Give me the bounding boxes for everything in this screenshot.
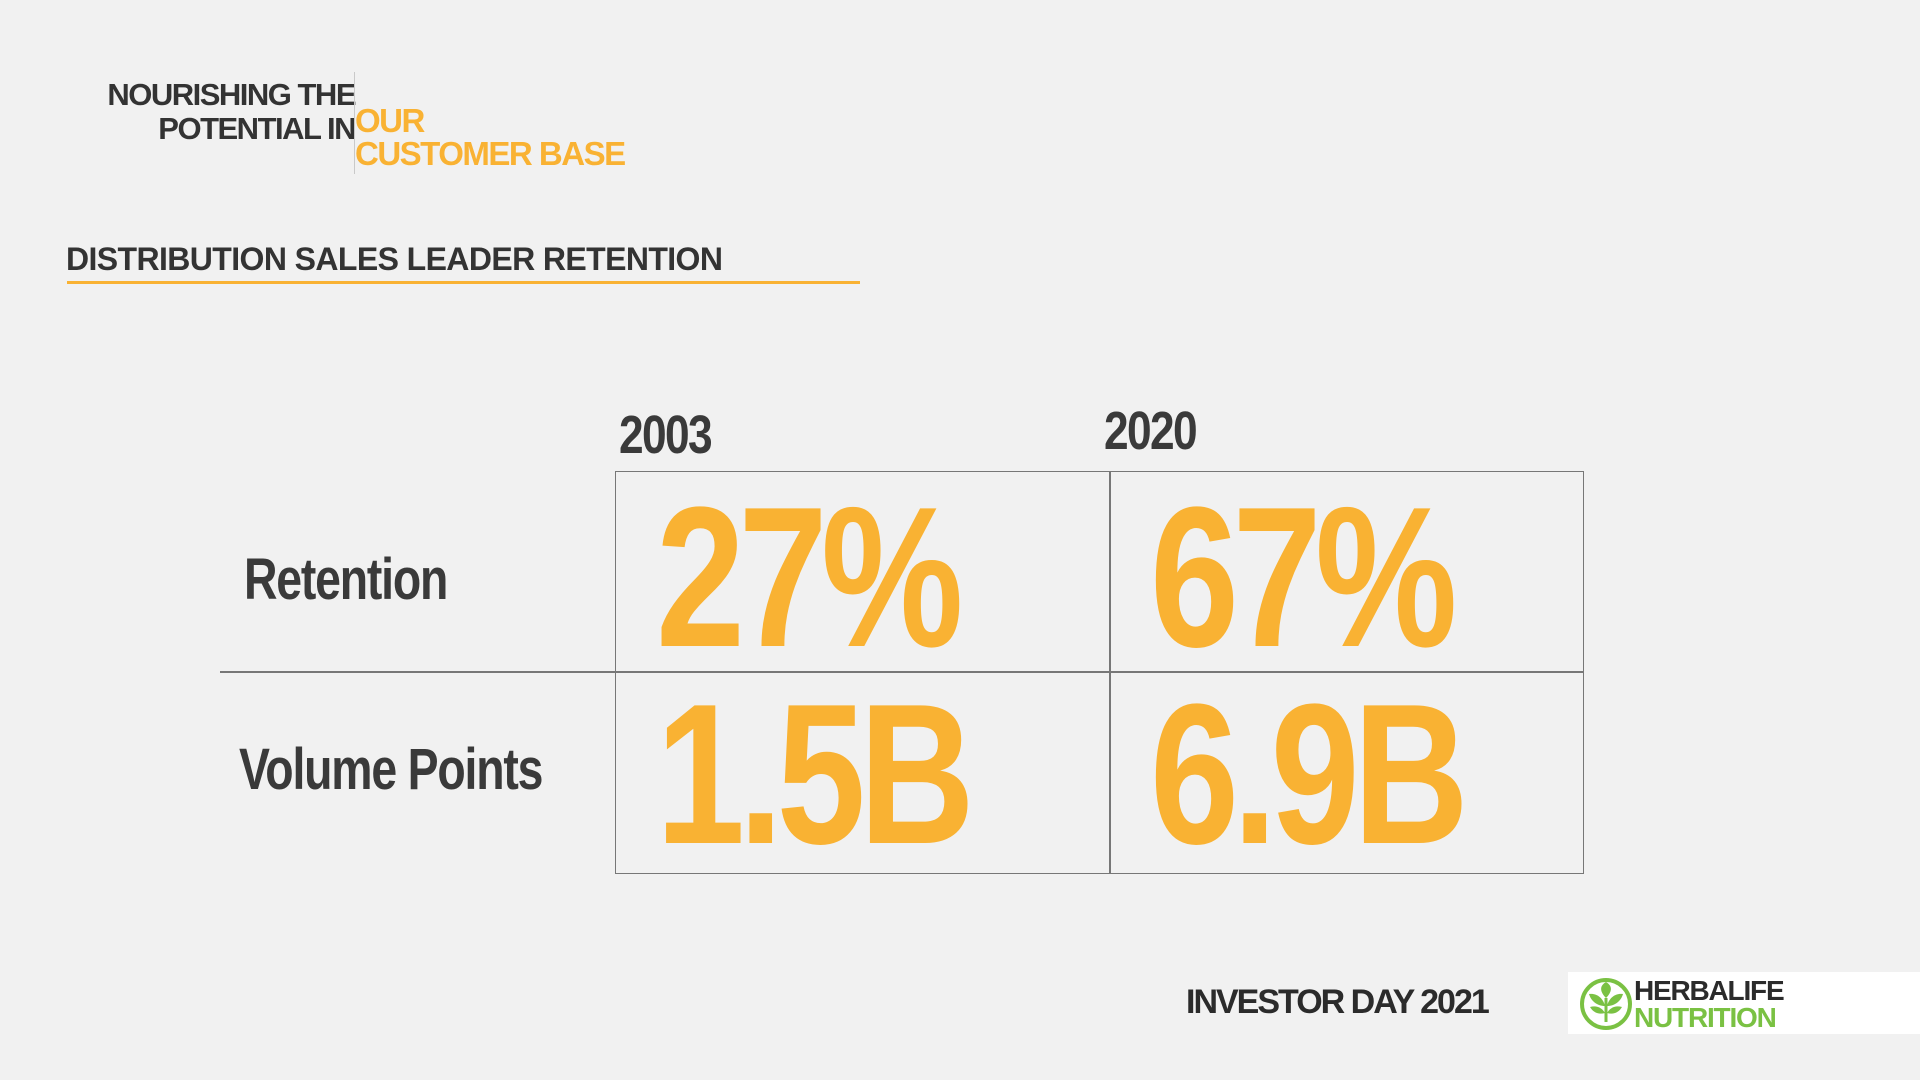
header-line-1: NOURISHING THE	[107, 77, 356, 112]
header-left-text: NOURISHING THE POTENTIAL IN	[67, 77, 356, 146]
header-divider	[354, 72, 355, 174]
table-row-divider	[220, 671, 1584, 673]
header-highlight-line-1: OUR	[355, 102, 425, 139]
metrics-table	[615, 471, 1584, 874]
value-retention-2003: 27%	[656, 466, 963, 689]
logo-wordmark-line-1: HERBALIFE	[1634, 975, 1785, 1006]
value-volume-points-2020: 6.9B	[1150, 663, 1469, 886]
column-header-year-1: 2003	[619, 405, 713, 465]
row-label-volume-points: Volume Points	[239, 737, 543, 802]
footer-event-label: INVESTOR DAY 2021	[1186, 983, 1490, 1021]
header-highlight-line-2: CUSTOMER BASE	[355, 135, 626, 172]
value-volume-points-2003: 1.5B	[656, 663, 975, 886]
header-right-text: OUR CUSTOMER BASE	[355, 102, 626, 172]
column-header-year-2: 2020	[1104, 401, 1198, 461]
section-title: DISTRIBUTION SALES LEADER RETENTION	[66, 241, 723, 277]
table-column-divider	[1109, 472, 1111, 873]
herbalife-leaf-icon	[1580, 978, 1632, 1030]
slide-header: NOURISHING THE POTENTIAL IN OUR CUSTOMER…	[67, 72, 707, 178]
section-title-underline	[67, 281, 860, 284]
header-line-2: POTENTIAL IN	[158, 111, 356, 146]
logo-wordmark-line-2: NUTRITION	[1634, 1002, 1777, 1033]
value-retention-2020: 67%	[1150, 466, 1457, 689]
herbalife-logo: HERBALIFE NUTRITION	[1568, 972, 1920, 1034]
row-label-retention: Retention	[244, 547, 448, 612]
logo-wordmark: HERBALIFE NUTRITION	[1634, 975, 1785, 1033]
